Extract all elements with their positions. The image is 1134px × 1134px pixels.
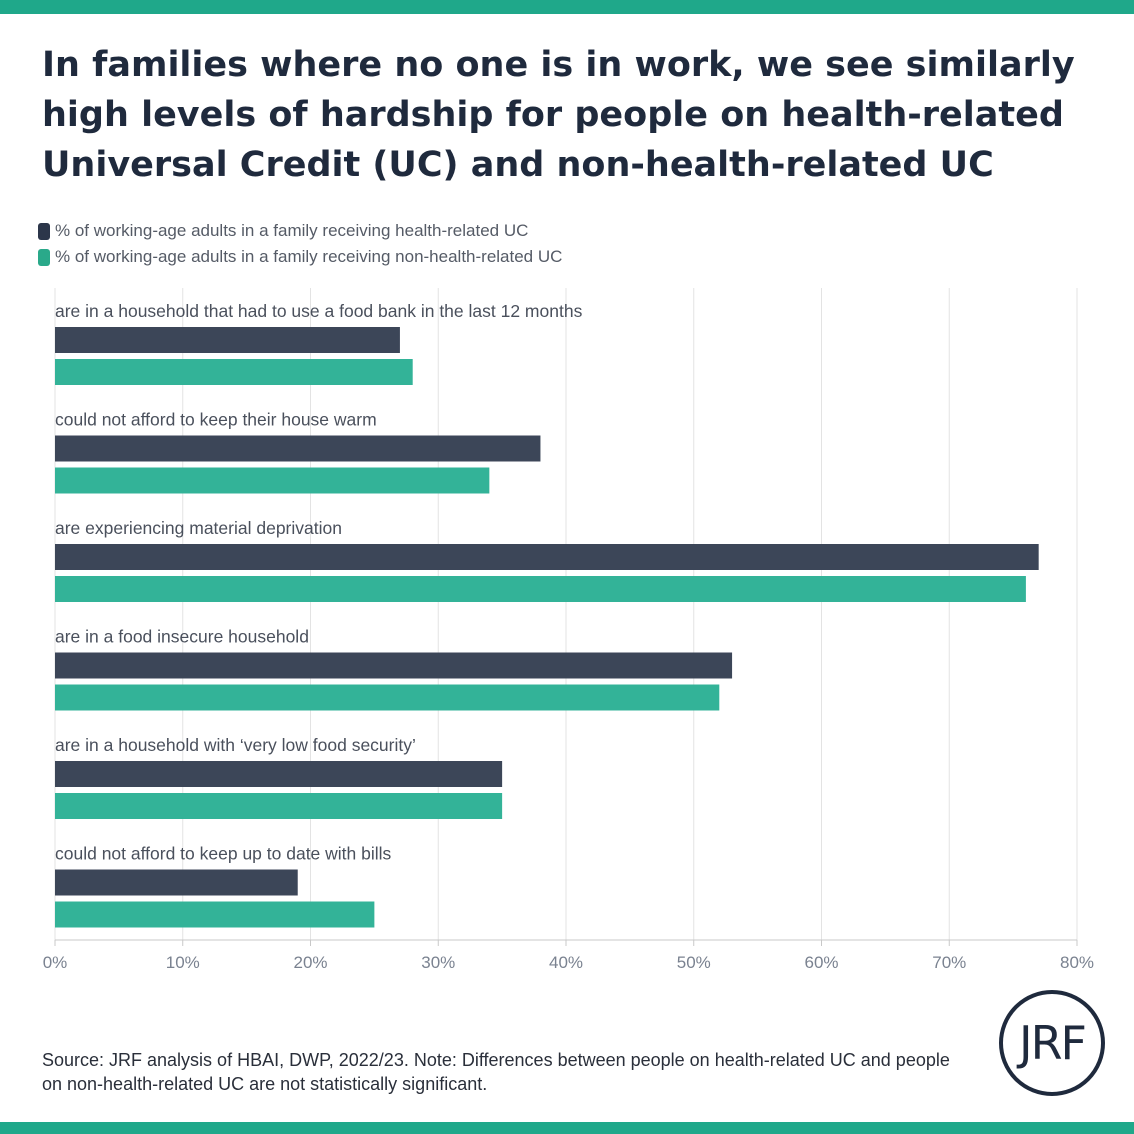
legend-label-health: % of working-age adults in a family rece…	[55, 221, 529, 240]
x-tick-label: 30%	[421, 953, 455, 972]
bar-non-health-related	[55, 684, 720, 711]
x-tick-label: 20%	[293, 953, 327, 972]
chart-title: In families where no one is in work, we …	[42, 45, 1075, 185]
bar-health-related	[55, 435, 541, 462]
bar-non-health-related	[55, 359, 413, 385]
legend-item-non-health: % of working-age adults in a family rece…	[38, 244, 562, 270]
jrf-logo: JRF	[999, 990, 1105, 1096]
legend: % of working-age adults in a family rece…	[38, 218, 562, 270]
category-label: are in a household that had to use a foo…	[55, 301, 583, 321]
category-label: are experiencing material deprivation	[55, 518, 342, 538]
legend-item-health: % of working-age adults in a family rece…	[38, 218, 562, 244]
top-accent-band	[0, 0, 1134, 14]
bar-non-health-related	[55, 576, 1026, 602]
category-label: could not afford to keep up to date with…	[55, 844, 392, 864]
bar-health-related	[55, 761, 503, 787]
x-tick-label: 40%	[549, 953, 583, 972]
x-tick-label: 0%	[43, 953, 68, 972]
legend-label-non-health: % of working-age adults in a family rece…	[55, 247, 563, 266]
x-tick-label: 50%	[677, 953, 711, 972]
bar-health-related	[55, 327, 400, 353]
bar-health-related	[55, 544, 1039, 570]
x-tick-label: 80%	[1060, 953, 1094, 972]
source-note: Source: JRF analysis of HBAI, DWP, 2022/…	[42, 1050, 950, 1094]
bar-non-health-related	[55, 793, 503, 819]
legend-swatch-non-health	[38, 248, 50, 266]
bar-health-related	[55, 652, 733, 679]
bar-non-health-related	[55, 467, 490, 494]
x-tick-label: 10%	[166, 953, 200, 972]
category-label: are in a household with ‘very low food s…	[55, 735, 416, 755]
bar-health-related	[55, 869, 298, 896]
bar-chart: 0% 10% 20% 30% 40% 50% 60% 70% 80% are in a house…	[43, 288, 1094, 972]
category-label: are in a food insecure household	[55, 627, 309, 647]
x-tick-label: 60%	[804, 953, 838, 972]
category-label: could not afford to keep their house war…	[55, 410, 377, 430]
legend-swatch-health	[38, 222, 50, 240]
bar-non-health-related	[55, 901, 375, 928]
x-tick-label: 70%	[932, 953, 966, 972]
bottom-accent-band	[0, 1122, 1134, 1134]
